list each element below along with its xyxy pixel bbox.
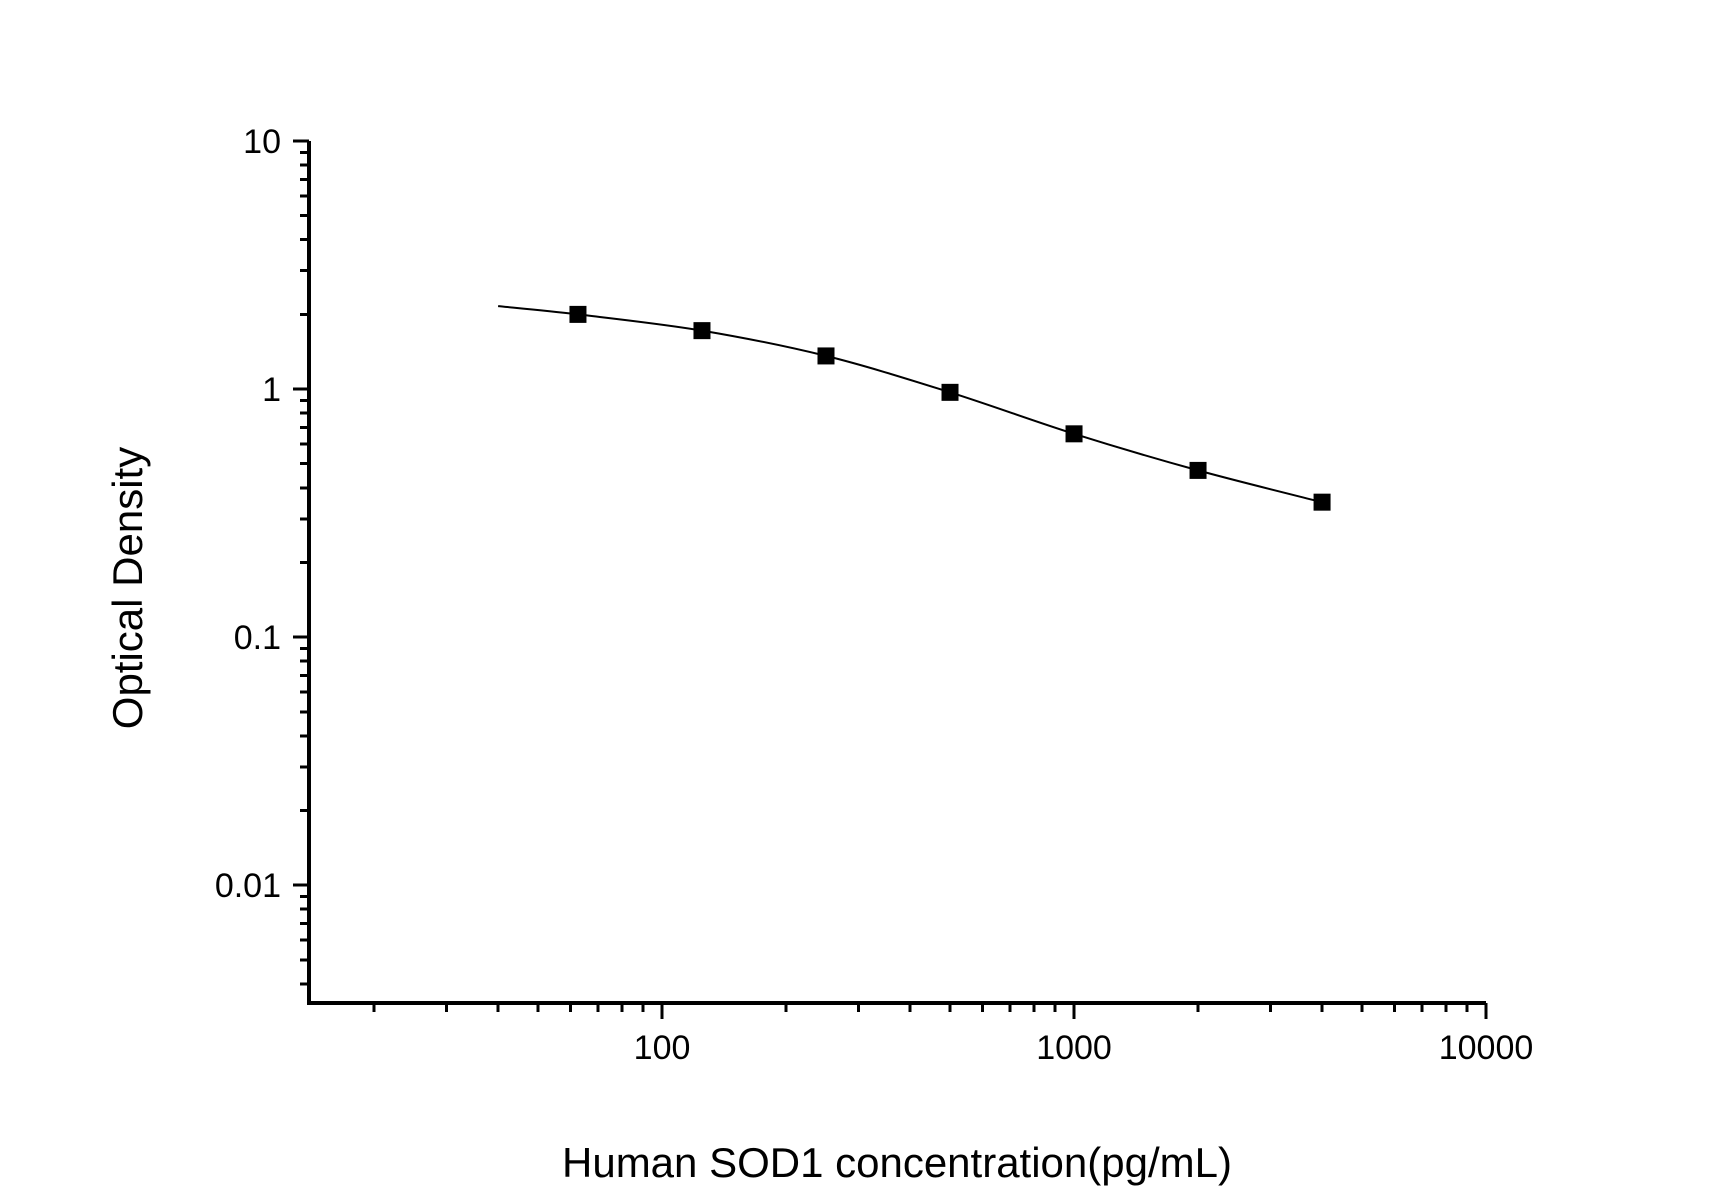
data-point-marker bbox=[941, 383, 959, 401]
data-point-marker bbox=[1189, 461, 1207, 479]
y-tick-label: 0.1 bbox=[234, 619, 281, 657]
x-tick-label: 100 bbox=[634, 1029, 691, 1067]
y-tick-label: 0.01 bbox=[215, 867, 281, 905]
standard-curve-line bbox=[497, 305, 1323, 504]
y-axis-title: Optical Density bbox=[104, 446, 151, 730]
data-point-marker bbox=[1065, 425, 1083, 443]
data-point-marker bbox=[569, 305, 587, 323]
data-point-marker bbox=[817, 347, 835, 365]
data-point-marker bbox=[1313, 493, 1331, 511]
data-point-marker bbox=[693, 322, 711, 340]
x-tick-label: 10000 bbox=[1439, 1029, 1534, 1067]
x-axis-title: Human SOD1 concentration(pg/mL) bbox=[562, 1139, 1232, 1186]
y-tick-label: 10 bbox=[243, 123, 281, 161]
x-tick-label: 1000 bbox=[1036, 1029, 1112, 1067]
y-tick-label: 1 bbox=[262, 371, 281, 409]
